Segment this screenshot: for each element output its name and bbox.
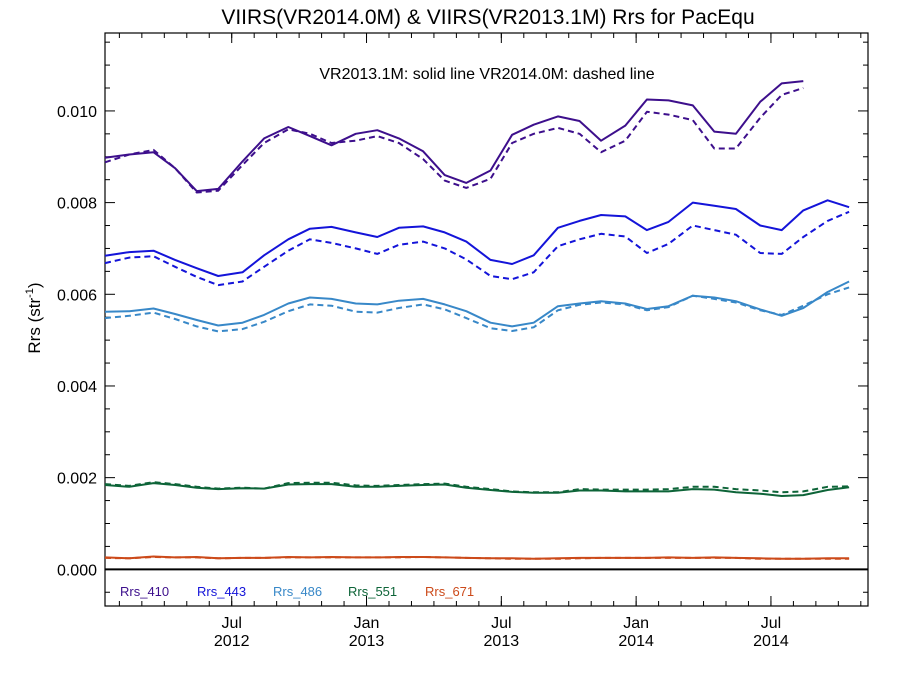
x-tick-month-label: Jul [221, 615, 241, 632]
legend: Rrs_410 Rrs_443 Rrs_486 Rrs_551 Rrs_671 [120, 584, 474, 599]
series-line-rrs-410-dashed [104, 87, 804, 194]
series-line-rrs-443-dashed [104, 210, 850, 287]
y-tick-label: 0.002 [57, 471, 97, 488]
plot-frame [104, 32, 869, 607]
y-tick-label: 0.010 [57, 104, 97, 121]
x-tick-year-label: 2013 [484, 633, 520, 650]
axis-ticks: 0.0000.0020.0040.0060.0080.010Jul2012Jan… [57, 33, 868, 650]
x-tick-month-label: Jan [623, 615, 649, 632]
series-line-rrs-486-dashed [104, 286, 850, 333]
series-line-rrs-410-solid [104, 80, 804, 193]
y-axis-label-close: ) [25, 282, 44, 288]
series-layer [104, 80, 850, 560]
series-line-rrs-443-solid [104, 199, 850, 277]
x-tick-year-label: 2013 [349, 633, 385, 650]
y-axis-label: Rrs (str-1) [24, 282, 44, 353]
chart-title: VIIRS(VR2014.0M) & VIIRS(VR2013.1M) Rrs … [221, 6, 754, 29]
y-axis-label-main: Rrs (str [25, 298, 44, 354]
legend-entry-rrs-671: Rrs_671 [425, 584, 474, 599]
x-tick-year-label: 2014 [753, 633, 789, 650]
legend-entry-rrs-443: Rrs_443 [197, 584, 246, 599]
x-tick-month-label: Jul [491, 615, 511, 632]
x-tick-month-label: Jan [354, 615, 380, 632]
legend-entry-rrs-551: Rrs_551 [348, 584, 397, 599]
series-line-rrs-486-solid [104, 280, 850, 328]
y-tick-label: 0.008 [57, 196, 97, 213]
series-line-rrs-551-dashed [104, 481, 850, 494]
series-line-rrs-671-dashed [104, 556, 850, 560]
y-axis-label-superscript: -1 [24, 288, 36, 298]
y-tick-label: 0.006 [57, 287, 97, 304]
legend-entry-rrs-410: Rrs_410 [120, 584, 169, 599]
y-tick-label: 0.004 [57, 379, 97, 396]
legend-entry-rrs-486: Rrs_486 [273, 584, 322, 599]
y-tick-label: 0.000 [57, 562, 97, 579]
line-style-note: VR2013.1M: solid line VR2014.0M: dashed … [319, 66, 654, 83]
x-tick-year-label: 2014 [618, 633, 654, 650]
x-tick-year-label: 2012 [214, 633, 250, 650]
x-tick-month-label: Jul [761, 615, 781, 632]
